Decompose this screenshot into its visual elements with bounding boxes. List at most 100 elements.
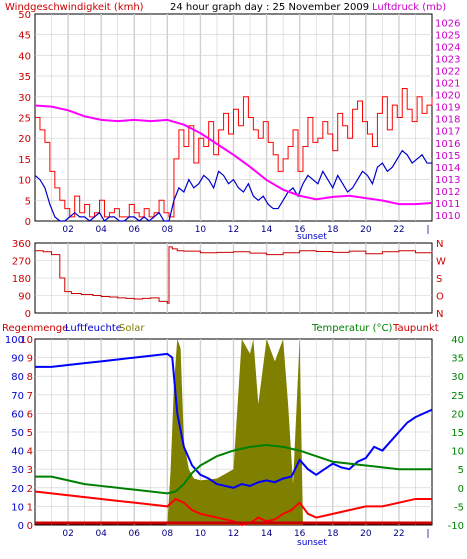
- humidity-tick-label: 70: [11, 391, 24, 402]
- wind-x-tick-label: 08: [162, 225, 174, 235]
- wind-tick-label: 20: [18, 134, 31, 145]
- humidity-tick-label: 100: [5, 335, 24, 346]
- temperature-tick-label: 10: [451, 447, 464, 458]
- pressure-tick-label: 1025: [435, 30, 460, 41]
- pressure-tick-label: 1020: [435, 91, 460, 102]
- direction-tick-label: 270: [12, 257, 31, 268]
- rain-tick-label: 7: [27, 391, 33, 402]
- climate-series: [34, 339, 433, 527]
- pressure-tick-label: 1018: [435, 115, 460, 126]
- climate-x-tick-label: 14: [261, 529, 273, 539]
- climate-panel: 0102030405060708090100012345678910-10-50…: [2, 323, 464, 548]
- pressure-axis-label: Luftdruck (mb): [372, 2, 446, 13]
- wind-x-tick-label: 12: [228, 225, 239, 235]
- humidity-tick-label: 90: [11, 354, 24, 365]
- temperature-tick-label: 0: [458, 484, 464, 495]
- wind-tick-label: 30: [18, 93, 31, 104]
- wind-tick-label: 50: [18, 10, 31, 21]
- wind-tick-label: 10: [18, 176, 31, 187]
- rain-tick-label: 4: [27, 447, 33, 458]
- climate-x-tick-label: 18: [327, 529, 339, 539]
- rain-tick-label: 8: [27, 372, 33, 383]
- rain-label: Regenmenge: [2, 323, 68, 334]
- rain-tick-label: 0: [27, 521, 33, 532]
- pressure-tick-label: 1017: [435, 127, 460, 138]
- wind-x-tick-label: 14: [261, 225, 273, 235]
- direction-tick-label: 90: [18, 292, 31, 303]
- pressure-tick-label: 1010: [435, 211, 460, 222]
- temperature-tick-label: 30: [451, 372, 464, 383]
- temperature-label: Temperatur (°C): [311, 323, 392, 334]
- wind-x-tick-label: 20: [360, 225, 372, 235]
- pressure-tick-label: 1015: [435, 151, 460, 162]
- climate-x-tick-label: |: [426, 529, 429, 539]
- wind-tick-label: 5: [25, 196, 31, 207]
- climate-x-tick-label: 06: [129, 529, 141, 539]
- pressure-tick-label: 1024: [435, 42, 460, 53]
- rain-tick-label: 9: [27, 354, 33, 365]
- compass-tick-label: W: [436, 257, 446, 268]
- direction-tick-label: 0: [25, 309, 31, 320]
- humidity-line: [35, 352, 433, 489]
- humidity-label: Luftfeuchte: [65, 323, 122, 334]
- sunset-label-bottom: sunset: [297, 538, 327, 548]
- pressure-tick-label: 1012: [435, 187, 460, 198]
- rain-tick-label: 6: [27, 409, 33, 420]
- wind-x-tick-label: 22: [393, 225, 404, 235]
- climate-x-tick-label: 02: [62, 529, 73, 539]
- temperature-tick-label: 15: [451, 428, 464, 439]
- pressure-tick-label: 1021: [435, 79, 460, 90]
- wind-pressure-panel: 0510152025303540455010101011101210131014…: [5, 2, 460, 242]
- direction-tick-label: 180: [12, 274, 31, 285]
- wind-x-tick-label: 02: [62, 225, 73, 235]
- wind-tick-label: 25: [18, 114, 31, 125]
- wind-axis-label: Windgeschwindigkeit (kmh): [5, 2, 144, 13]
- wind-direction-line: [35, 246, 433, 304]
- climate-x-tick-label: 10: [195, 529, 207, 539]
- rain-tick-label: 5: [27, 428, 33, 439]
- sunset-label-top: sunset: [297, 232, 327, 242]
- climate-x-tick-label: 12: [228, 529, 239, 539]
- wind-average-line: [34, 149, 432, 222]
- climate-x-tick-label: 22: [393, 529, 404, 539]
- temperature-tick-label: 25: [451, 391, 464, 402]
- climate-x-tick-label: 08: [162, 529, 174, 539]
- pressure-tick-label: 1019: [435, 103, 460, 114]
- climate-axes: 0102030405060708090100012345678910-10-50…: [5, 335, 464, 539]
- temperature-tick-label: 20: [451, 409, 464, 420]
- compass-tick-label: N: [436, 309, 443, 320]
- pressure-tick-label: 1014: [435, 163, 460, 174]
- wind-x-tick-label: 06: [129, 225, 141, 235]
- pressure-tick-label: 1026: [435, 18, 460, 29]
- climate-x-tick-label: 20: [360, 529, 372, 539]
- wind-x-tick-label: 04: [95, 225, 107, 235]
- climate-x-tick-label: 04: [95, 529, 107, 539]
- compass-tick-label: O: [436, 292, 444, 303]
- temperature-tick-label: -5: [454, 502, 464, 513]
- wind-gust-line: [35, 88, 433, 218]
- wind-x-tick-label: 16: [294, 225, 306, 235]
- wind-tick-label: 35: [18, 72, 31, 83]
- wind-series: [34, 88, 433, 222]
- temperature-line: [35, 444, 432, 495]
- pressure-tick-label: 1011: [435, 199, 460, 210]
- temperature-tick-label: -10: [448, 521, 464, 532]
- rain-tick-label: 2: [27, 484, 33, 495]
- wind-tick-label: 15: [18, 155, 31, 166]
- direction-series: [35, 246, 433, 304]
- pressure-tick-label: 1016: [435, 139, 460, 150]
- rain-tick-label: 3: [27, 465, 33, 476]
- compass-tick-label: S: [436, 274, 442, 285]
- pressure-tick-label: 1023: [435, 55, 460, 66]
- humidity-tick-label: 80: [11, 372, 24, 383]
- humidity-tick-label: 60: [11, 409, 24, 420]
- wind-x-tick-label: 18: [327, 225, 339, 235]
- direction-tick-label: 360: [12, 239, 31, 250]
- humidity-tick-label: 20: [11, 484, 24, 495]
- climate-x-tick-label: 16: [294, 529, 306, 539]
- temperature-tick-label: 5: [458, 465, 464, 476]
- chart-title: 24 hour graph day : 25 November 2009: [170, 2, 369, 13]
- pressure-line: [34, 104, 433, 206]
